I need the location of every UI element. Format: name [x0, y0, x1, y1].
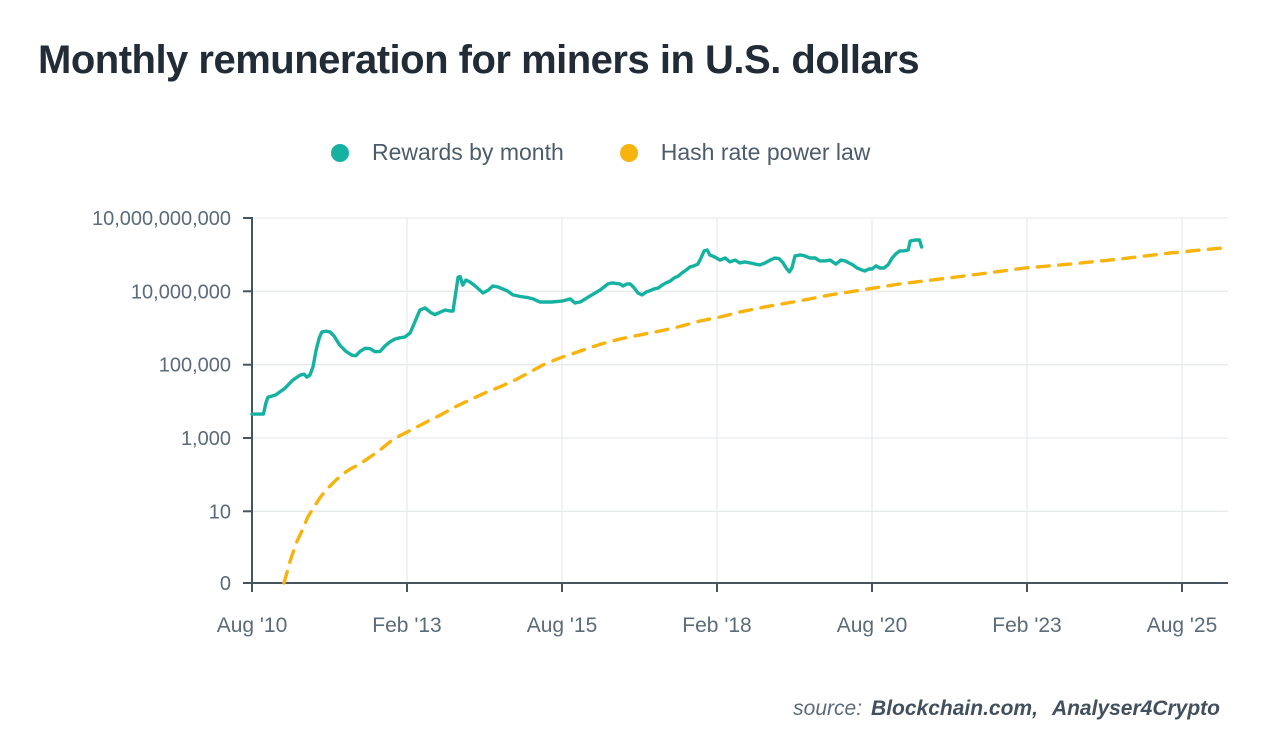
- axis-lines: [251, 217, 1228, 584]
- y-tick-label: 10,000,000,000: [92, 208, 231, 230]
- x-tick-label: Feb '23: [992, 614, 1061, 637]
- y-tick-label: 10,000,000: [131, 281, 231, 303]
- legend-label-powerlaw: Hash rate power law: [660, 139, 871, 165]
- legend-item-rewards[interactable]: Rewards by month: [331, 139, 564, 166]
- x-tick-label: Feb '18: [682, 614, 751, 637]
- series-line-powerlaw: [282, 246, 1224, 585]
- gridlines: [253, 217, 1228, 583]
- source-note: source: Blockchain.com, Analyser4Crypto: [793, 697, 1220, 721]
- axes: [243, 217, 1228, 592]
- legend-dot-rewards-icon: [331, 143, 349, 162]
- x-tick-label: Feb '13: [372, 614, 441, 637]
- x-tick-label: Aug '25: [1147, 614, 1218, 637]
- source-name-blockchain: Blockchain.com,: [871, 697, 1038, 720]
- y-tick-label: 10: [209, 501, 231, 523]
- chart-title: Monthly remuneration for miners in U.S. …: [38, 38, 920, 82]
- source-name-analyser: Analyser4Crypto: [1051, 697, 1220, 720]
- y-tick-label: 0: [220, 573, 231, 595]
- x-tick-label: Aug '15: [527, 614, 598, 637]
- axis-tick-labels: 10,000,000,000 10,000,000 100,000 1,000 10 0 A…: [92, 208, 1217, 637]
- series-lines: [250, 238, 1224, 585]
- legend: Rewards by month Hash rate power law: [331, 139, 870, 166]
- y-tick-label: 1,000: [181, 428, 231, 450]
- legend-label-rewards: Rewards by month: [372, 139, 564, 165]
- y-tick-label: 100,000: [159, 355, 231, 377]
- series-line-rewards: [250, 238, 924, 416]
- legend-dot-powerlaw-icon: [619, 143, 638, 162]
- source-prefix: source:: [793, 697, 863, 720]
- legend-item-powerlaw[interactable]: Hash rate power law: [619, 139, 871, 166]
- x-tick-label: Aug '10: [217, 614, 288, 637]
- plot-area: 10,000,000,000 10,000,000 100,000 1,000 10 0 A…: [92, 208, 1228, 637]
- x-tick-label: Aug '20: [837, 614, 908, 637]
